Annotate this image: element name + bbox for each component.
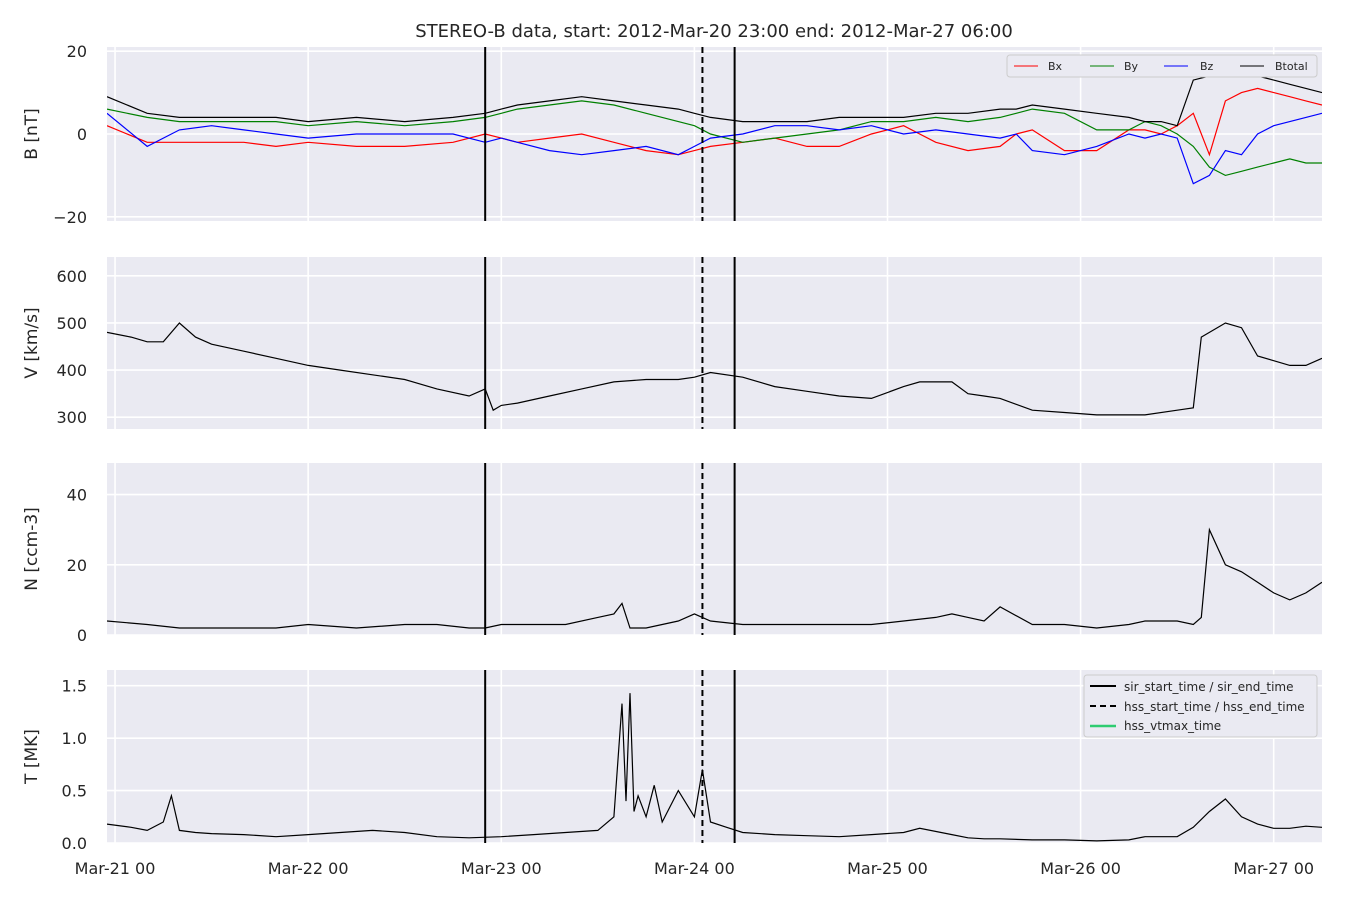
y-tick-label: 20 (67, 556, 87, 575)
legend-b-field: Bx By Bz Btotal (1006, 54, 1318, 78)
legend-by-label: By (1124, 60, 1139, 73)
x-axis-tick-labels: Mar-21 00 Mar-22 00 Mar-23 00 Mar-24 00 Mar-… (75, 859, 1314, 878)
plot-area-v (107, 257, 1322, 429)
legend-btotal-label: Btotal (1275, 60, 1308, 73)
y-tick-label: 500 (56, 314, 87, 333)
y-axis-label-t: T [MK] (22, 729, 42, 785)
y-tick-label: 1.0 (62, 729, 87, 748)
series-line-t (107, 693, 1322, 842)
y-tick-label: 1.5 (62, 677, 87, 696)
y-tick-label: 400 (56, 361, 87, 380)
legend-event-times: sir_start_time / sir_end_time hss_start_… (1083, 674, 1318, 738)
x-tick-label: Mar-24 00 (654, 859, 735, 878)
series-line-by (107, 100, 1322, 177)
legend-bz-label: Bz (1200, 60, 1214, 73)
plot-area-n (107, 463, 1322, 635)
panel-temperature: 1.5 1.0 0.5 0.0 T [MK] (22, 670, 1322, 853)
panel-density: 40 20 0 N [ccm-3] (22, 463, 1322, 645)
legend-t-frame (1083, 674, 1318, 738)
y-tick-label: 0.5 (62, 782, 87, 801)
legend-vtmax-label: hss_vtmax_time (1124, 719, 1221, 733)
y-tick-label: 20 (67, 42, 87, 61)
y-axis-label-v: V [km/s] (22, 307, 42, 378)
y-tick-label: 0 (77, 125, 87, 144)
legend-bx-label: Bx (1048, 60, 1063, 73)
x-tick-label: Mar-25 00 (847, 859, 928, 878)
y-tick-label: −20 (53, 208, 87, 227)
series-line-btotal (107, 71, 1322, 127)
y-axis-label-b: B [nT] (22, 108, 42, 160)
panel-velocity: 600 500 400 300 V [km/s] (22, 257, 1322, 429)
x-tick-label: Mar-21 00 (75, 859, 156, 878)
x-tick-label: Mar-22 00 (268, 859, 349, 878)
y-tick-label: 600 (56, 267, 87, 286)
legend-sir-label: sir_start_time / sir_end_time (1124, 680, 1294, 694)
x-tick-label: Mar-27 00 (1233, 859, 1314, 878)
series-line-bx (107, 87, 1322, 157)
y-tick-label: 0.0 (62, 834, 87, 853)
legend-hss-label: hss_start_time / hss_end_time (1124, 700, 1305, 714)
x-tick-label: Mar-26 00 (1040, 859, 1121, 878)
y-tick-label: 300 (56, 408, 87, 427)
series-line-bz (107, 112, 1322, 185)
y-tick-label: 0 (77, 626, 87, 645)
y-axis-label-n: N [ccm-3] (22, 507, 42, 591)
chart-title: STEREO-B data, start: 2012-Mar-20 23:00 … (415, 21, 1013, 42)
y-tick-label: 40 (67, 486, 87, 505)
series-line-v (107, 322, 1322, 416)
legend-b-frame (1006, 54, 1318, 78)
x-tick-label: Mar-23 00 (461, 859, 542, 878)
series-line-n (107, 527, 1322, 629)
